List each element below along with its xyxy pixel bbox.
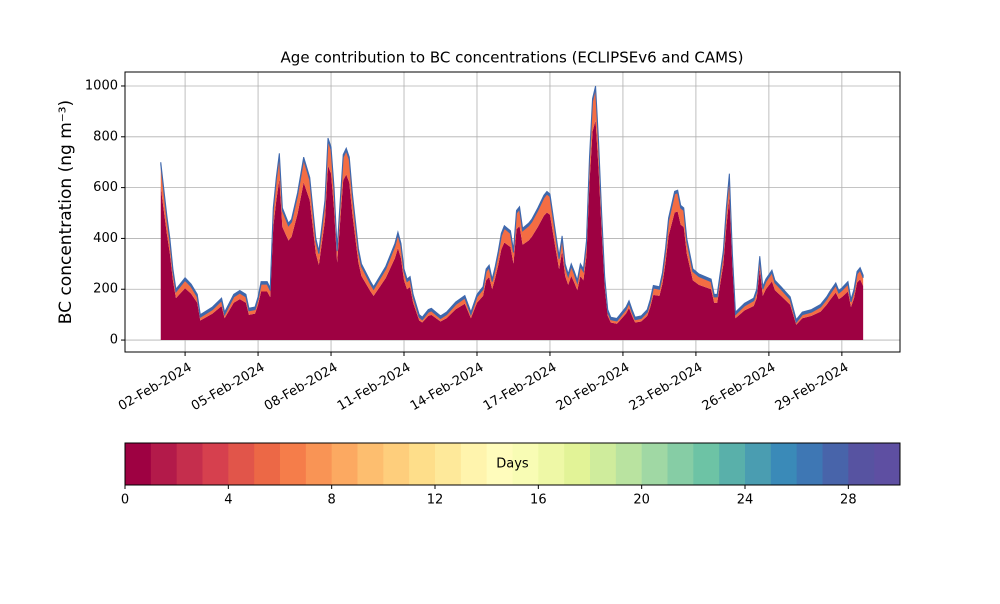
colorbar-cell: [383, 443, 410, 485]
colorbar-cell: [254, 443, 281, 485]
colorbar-label: Days: [496, 457, 529, 472]
x-tick-label: 20-Feb-2024: [554, 360, 633, 414]
colorbar-cell: [693, 443, 720, 485]
x-tick-label: 29-Feb-2024: [773, 360, 852, 414]
colorbar-cell: [590, 443, 617, 485]
y-tick-label: 600: [93, 180, 118, 195]
chart-title: Age contribution to BC concentrations (E…: [281, 49, 744, 67]
colorbar-cell: [280, 443, 307, 485]
colorbar-cell: [176, 443, 203, 485]
colorbar-cell: [357, 443, 384, 485]
colorbar-cell: [667, 443, 694, 485]
colorbar-cell: [125, 443, 152, 485]
y-axis-label: BC concentration (ng m⁻³): [56, 100, 76, 324]
colorbar-cell: [435, 443, 462, 485]
colorbar-cell: [564, 443, 591, 485]
x-tick-label: 11-Feb-2024: [335, 360, 414, 414]
colorbar-tick-label: 20: [633, 493, 650, 508]
colorbar-cell: [538, 443, 565, 485]
x-tick-label: 05-Feb-2024: [189, 360, 268, 414]
colorbar-cell: [745, 443, 772, 485]
x-tick-label: 26-Feb-2024: [700, 360, 779, 414]
colorbar-tick-label: 24: [737, 493, 754, 508]
x-tick-label: 23-Feb-2024: [627, 360, 706, 414]
y-tick-label: 800: [93, 129, 118, 144]
colorbar-cell: [228, 443, 255, 485]
colorbar-cell: [202, 443, 229, 485]
colorbar-cell: [719, 443, 746, 485]
colorbar-cell: [512, 443, 539, 485]
colorbar-cell: [874, 443, 901, 485]
colorbar-cell: [150, 443, 178, 485]
colorbar-cell: [822, 443, 849, 485]
colorbar-cell: [641, 443, 668, 485]
colorbar-tick-label: 4: [224, 493, 232, 508]
colorbar-tick-label: 28: [840, 493, 857, 508]
y-tick-label: 400: [93, 231, 118, 246]
y-tick-label: 0: [110, 333, 118, 348]
x-tick-label: 02-Feb-2024: [116, 360, 195, 414]
colorbar-cell: [848, 443, 875, 485]
colorbar-cell: [460, 443, 488, 485]
plot-frame: [124, 71, 901, 353]
colorbar-tick-label: 8: [328, 493, 336, 508]
y-tick-label: 200: [93, 282, 118, 297]
colorbar-cell: [770, 443, 798, 485]
colorbar-tick-label: 0: [121, 493, 129, 508]
colorbar-tick-label: 16: [530, 493, 547, 508]
x-tick-label: 14-Feb-2024: [408, 360, 487, 414]
area-layer: [160, 85, 864, 324]
colorbar-cell: [305, 443, 333, 485]
colorbar-cell: [615, 443, 643, 485]
x-tick-label: 08-Feb-2024: [262, 360, 341, 414]
area-layer: [160, 120, 864, 341]
colorbar-cell: [331, 443, 358, 485]
colorbar-tick-label: 12: [427, 493, 444, 508]
colorbar-cell: [486, 443, 513, 485]
colorbar-frame: [124, 442, 901, 486]
y-tick-label: 1000: [85, 78, 118, 93]
x-tick-label: 17-Feb-2024: [481, 360, 560, 414]
colorbar-cell: [409, 443, 436, 485]
colorbar-cell: [796, 443, 823, 485]
